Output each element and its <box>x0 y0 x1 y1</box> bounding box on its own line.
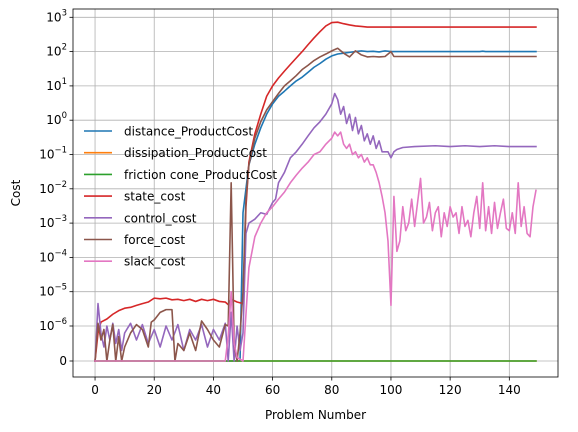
y-tick-label: 10−1 <box>39 146 67 162</box>
gridlines <box>73 9 558 377</box>
y-tick-label: 103 <box>46 8 67 24</box>
y-tick-label: 100 <box>46 111 67 127</box>
y-tick-label: 0 <box>59 354 67 368</box>
x-tick-label: 80 <box>324 383 339 397</box>
series-line-control-cost <box>94 92 537 362</box>
x-tick-label: 100 <box>380 383 403 397</box>
y-tick-label: 10−2 <box>39 180 67 196</box>
y-axis-label: Cost <box>9 179 23 206</box>
legend-label: state_cost <box>124 190 186 204</box>
plot-frame <box>72 8 559 378</box>
x-axis-label: Problem Number <box>265 408 366 422</box>
y-tick-label: 102 <box>46 43 67 59</box>
series-lines <box>94 21 537 362</box>
x-tick-label: 120 <box>439 383 462 397</box>
legend-label: control_cost <box>124 211 197 225</box>
y-tick-label: 10−4 <box>39 248 67 264</box>
legend-label: friction cone_ProductCost <box>124 168 277 182</box>
y-tick-label: 10−3 <box>39 214 67 230</box>
x-tick-label: 140 <box>498 383 521 397</box>
legend-label: force_cost <box>124 233 185 247</box>
x-tick-label: 0 <box>91 383 99 397</box>
legend-label: slack_cost <box>124 255 186 269</box>
x-axis: 0 20 40 60 80 100 120 140 <box>91 377 521 397</box>
series-line-distance-productcost <box>94 50 537 362</box>
y-tick-label: 101 <box>46 77 67 93</box>
legend-label: distance_ProductCost <box>124 125 253 139</box>
y-tick-label: 10−6 <box>39 317 67 333</box>
series-line-force-cost <box>94 47 537 362</box>
series-line-slack-cost <box>94 131 537 362</box>
legend-label: dissipation_ProductCost <box>124 146 267 160</box>
y-axis: 0 10−6 10−5 10−4 10−3 10−2 10−1 100 101 102 103 <box>39 8 73 368</box>
x-tick-label: 60 <box>265 383 280 397</box>
x-tick-label: 40 <box>206 383 221 397</box>
series-line-state-cost <box>94 21 537 362</box>
y-tick-label: 10−5 <box>39 283 67 299</box>
legend: distance_ProductCost dissipation_ProductC… <box>84 125 277 269</box>
x-tick-label: 20 <box>147 383 162 397</box>
